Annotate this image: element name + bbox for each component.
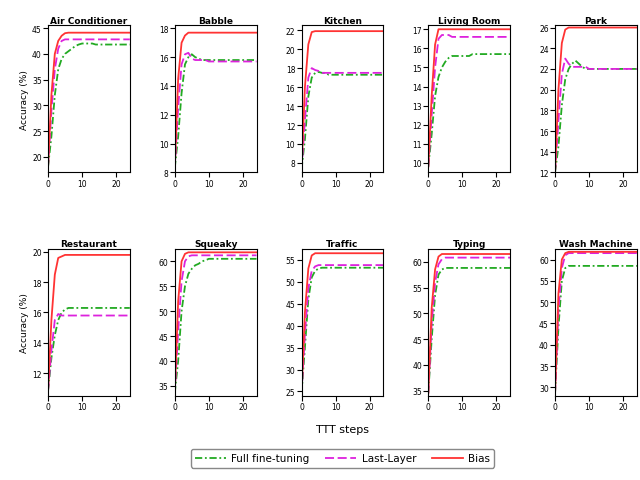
Title: Air Conditioner: Air Conditioner <box>51 17 127 25</box>
Y-axis label: Accuracy (%): Accuracy (%) <box>20 293 29 352</box>
Title: Park: Park <box>584 17 607 25</box>
Title: Squeaky: Squeaky <box>194 240 237 249</box>
Title: Restaurant: Restaurant <box>60 240 117 249</box>
Y-axis label: Accuracy (%): Accuracy (%) <box>20 70 29 130</box>
Legend: Full fine-tuning, Last-Layer, Bias: Full fine-tuning, Last-Layer, Bias <box>191 449 494 468</box>
Title: Babble: Babble <box>198 17 233 25</box>
Title: Typing: Typing <box>452 240 486 249</box>
Title: Wash Machine: Wash Machine <box>559 240 632 249</box>
Title: Living Room: Living Room <box>438 17 500 25</box>
Text: TTT steps: TTT steps <box>316 425 369 434</box>
Title: Traffic: Traffic <box>326 240 358 249</box>
Title: Kitchen: Kitchen <box>323 17 362 25</box>
